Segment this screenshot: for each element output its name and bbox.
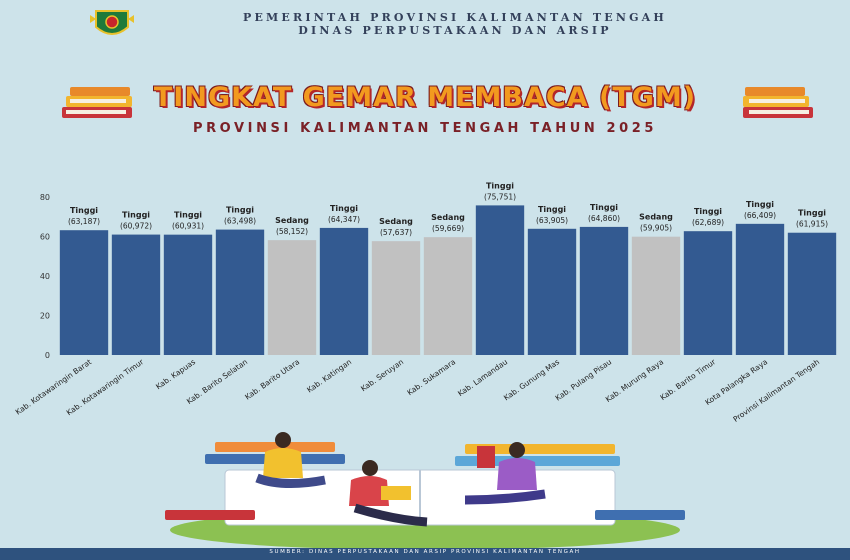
bar-value-label: (75,751) <box>484 192 516 201</box>
bar-value-label: (63,498) <box>224 217 256 226</box>
reading-people-illustration <box>165 432 685 548</box>
source-note: SUMBER: DINAS PERPUSTAKAAN DAN ARSIP PRO… <box>269 549 581 555</box>
bar-value-label: (61,915) <box>796 220 828 229</box>
y-tick-label: 20 <box>40 312 50 321</box>
x-tick-label: Provinsi Kalimantan Tengah <box>731 357 821 424</box>
chart-title: TINGKAT GEMAR MEMBACA (TGM) <box>153 82 697 113</box>
bar-status-label: Tinggi <box>70 206 98 215</box>
bar-value-label: (59,669) <box>432 224 464 233</box>
bar <box>163 234 213 355</box>
x-tick-label: Kab. Murung Raya <box>604 357 665 404</box>
footer-bar <box>0 548 850 560</box>
bar-value-label: (66,409) <box>744 211 776 220</box>
bar-status-label: Tinggi <box>538 205 566 214</box>
bar-status-label: Sedang <box>379 217 413 226</box>
bar-status-label: Tinggi <box>486 181 514 190</box>
bar <box>787 232 837 355</box>
bar <box>111 234 161 355</box>
bar-value-label: (59,905) <box>640 224 672 233</box>
x-tick-label: Kab. Seruyan <box>359 357 405 393</box>
bar-value-label: (63,187) <box>68 217 100 226</box>
chart-subtitle: PROVINSI KALIMANTAN TENGAH TAHUN 2025 <box>192 121 658 136</box>
y-tick-label: 80 <box>40 193 50 202</box>
bar-value-label: (64,860) <box>588 214 620 223</box>
bar-value-label: (62,689) <box>692 218 724 227</box>
bar <box>59 230 109 355</box>
bar <box>631 236 681 355</box>
org-name-line1: PEMERINTAH PROVINSI KALIMANTAN TENGAH <box>243 11 667 24</box>
bar <box>423 237 473 355</box>
x-tick-label: Kab. Lamandau <box>456 357 509 398</box>
x-tick-label: Kab. Katingan <box>305 357 353 394</box>
bar-value-label: (60,931) <box>172 222 204 231</box>
bar <box>579 226 629 355</box>
bar-value-label: (57,637) <box>380 228 412 237</box>
x-tick-label: Kab. Kapuas <box>154 357 197 391</box>
x-tick-label: Kab. Barito Utara <box>243 357 301 401</box>
bar-value-label: (58,152) <box>276 227 308 236</box>
bar-value-label: (63,905) <box>536 216 568 225</box>
bar-status-label: Tinggi <box>694 207 722 216</box>
bar <box>527 228 577 355</box>
bar-status-label: Sedang <box>275 216 309 225</box>
bar-value-label: (64,347) <box>328 215 360 224</box>
bar <box>475 205 525 355</box>
bar-status-label: Tinggi <box>798 209 826 218</box>
bar-status-label: Tinggi <box>174 211 202 220</box>
bar-status-label: Tinggi <box>330 204 358 213</box>
books-stack-icon <box>62 87 132 118</box>
bar-status-label: Tinggi <box>590 203 618 212</box>
books-stack-icon <box>743 87 813 118</box>
bar-status-label: Sedang <box>639 213 673 222</box>
bar-status-label: Tinggi <box>746 200 774 209</box>
x-tick-label: Kab. Sukamara <box>405 357 457 397</box>
y-tick-label: 0 <box>45 351 50 360</box>
y-tick-label: 40 <box>40 272 50 281</box>
bar-status-label: Sedang <box>431 213 465 222</box>
bar <box>371 241 421 355</box>
bar <box>267 240 317 355</box>
bar <box>683 231 733 355</box>
y-tick-label: 60 <box>40 233 50 242</box>
provincial-emblem-icon <box>90 10 134 35</box>
bar-status-label: Tinggi <box>122 211 150 220</box>
x-tick-label: Kab. Gunung Mas <box>502 357 561 402</box>
bar-value-label: (60,972) <box>120 222 152 231</box>
bar <box>319 227 369 355</box>
org-name-line2: DINAS PERPUSTAKAAN DAN ARSIP <box>298 24 612 37</box>
bar-status-label: Tinggi <box>226 206 254 215</box>
bar <box>215 229 265 355</box>
bar <box>735 223 785 355</box>
